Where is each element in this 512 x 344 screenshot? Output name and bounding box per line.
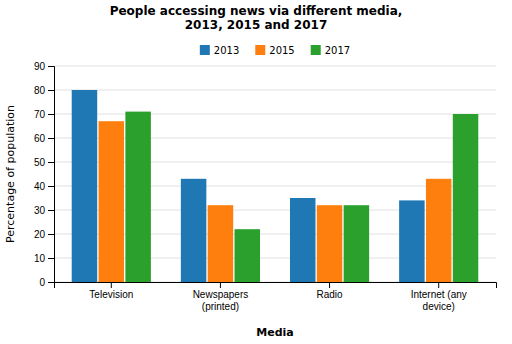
bar-series xyxy=(72,90,425,282)
tick-mark xyxy=(48,138,54,139)
x-axis-title: Media xyxy=(256,326,293,339)
tick-mark xyxy=(48,258,54,259)
axis-line xyxy=(55,283,497,289)
tick-label: 80 xyxy=(34,85,46,96)
tick-label: Radio xyxy=(316,289,343,300)
tick: 70 xyxy=(34,109,54,120)
bar xyxy=(344,205,369,282)
legend-label: 2017 xyxy=(325,45,350,56)
tick: 40 xyxy=(34,181,54,192)
tick-mark xyxy=(438,282,439,288)
tick: 0 xyxy=(39,277,54,288)
tick: Internet (anydevice) xyxy=(411,282,467,312)
tick: 20 xyxy=(34,229,54,240)
tick-label: 0 xyxy=(39,277,45,288)
tick-label: 20 xyxy=(34,229,46,240)
tick-label: 30 xyxy=(34,205,46,216)
tick-label: 40 xyxy=(34,181,46,192)
tick-mark xyxy=(111,282,112,288)
tick-label: 50 xyxy=(34,157,46,168)
tick: 60 xyxy=(34,133,54,144)
grid-line xyxy=(54,114,496,115)
tick: Television xyxy=(89,282,133,300)
tick-label: Television xyxy=(89,289,133,300)
tick-mark xyxy=(48,162,54,163)
bar xyxy=(72,90,97,282)
tick: Newspapers(printed) xyxy=(193,282,249,312)
legend-label: 2013 xyxy=(214,45,239,56)
bar xyxy=(290,198,315,282)
legend-item: 2015 xyxy=(255,45,294,56)
bar-series xyxy=(99,121,452,282)
tick: 90 xyxy=(34,61,54,72)
x-axis: Television Newspapers(printed) Radio Intern… xyxy=(55,282,497,312)
legend-swatch xyxy=(255,45,265,55)
tick-label: Internet (anydevice) xyxy=(411,289,467,312)
bar xyxy=(317,205,342,282)
bar xyxy=(453,114,478,282)
legend-swatch xyxy=(200,45,210,55)
tick-mark xyxy=(329,282,330,288)
legend-item: 2013 xyxy=(200,45,239,56)
tick-mark xyxy=(48,114,54,115)
legend-swatch xyxy=(311,45,321,55)
bar xyxy=(399,200,424,282)
tick-mark xyxy=(48,186,54,187)
y-axis-title: Percentage of population xyxy=(4,105,17,243)
y-axis: 0 10 20 30 40 50 60 70 80 90 xyxy=(34,61,55,288)
legend: 2013 2015 2017 xyxy=(200,45,350,56)
tick-label: 90 xyxy=(34,61,46,72)
tick: 50 xyxy=(34,157,54,168)
tick-mark xyxy=(48,234,54,235)
tick: 80 xyxy=(34,85,54,96)
bar xyxy=(208,205,233,282)
tick-label: 70 xyxy=(34,109,46,120)
tick: 10 xyxy=(34,253,54,264)
bar xyxy=(125,112,150,282)
legend-label: 2015 xyxy=(269,45,294,56)
plot: 0 10 20 30 40 50 60 70 80 90 Television Newspapers(… xyxy=(34,61,497,312)
bar xyxy=(426,179,451,282)
tick: 30 xyxy=(34,205,54,216)
grid-line xyxy=(54,66,496,67)
axis-line xyxy=(48,67,55,283)
tick: Radio xyxy=(316,282,343,300)
chart: People accessing news via different medi… xyxy=(0,0,512,344)
bar-series xyxy=(125,112,478,282)
tick-label: Newspapers(printed) xyxy=(193,289,249,312)
legend-item: 2017 xyxy=(311,45,350,56)
bar xyxy=(235,229,260,282)
tick-mark xyxy=(48,66,54,67)
tick-mark xyxy=(48,282,54,283)
bars xyxy=(72,90,479,282)
tick-mark xyxy=(48,210,54,211)
bar xyxy=(99,121,124,282)
grid xyxy=(54,66,496,282)
grid-line xyxy=(54,90,496,91)
tick-label: 60 xyxy=(34,133,46,144)
tick-label: 10 xyxy=(34,253,46,264)
title: People accessing news via different medi… xyxy=(110,4,403,32)
tick-mark xyxy=(48,90,54,91)
tick-mark xyxy=(220,282,221,288)
bar xyxy=(181,179,206,282)
